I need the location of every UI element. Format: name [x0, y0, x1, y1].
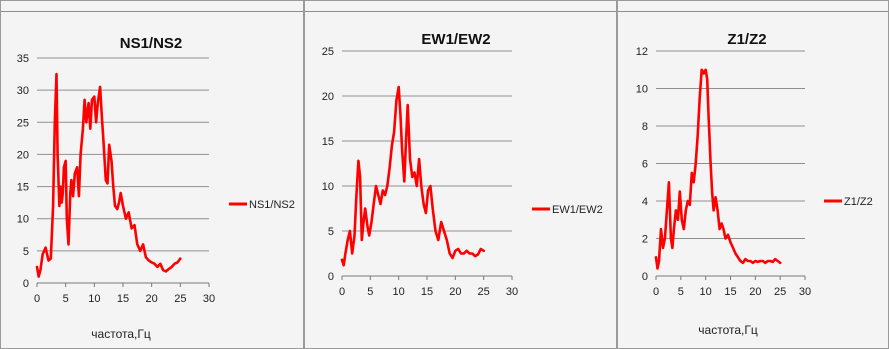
y-tick-label: 0	[23, 278, 29, 290]
x-tick-label: 5	[367, 286, 373, 298]
y-tick-label: 25	[322, 46, 334, 58]
x-tick-label: 30	[799, 286, 811, 298]
y-tick-label: 15	[322, 136, 334, 148]
x-tick-label: 30	[203, 293, 215, 305]
x-tick-label: 10	[88, 293, 100, 305]
y-tick-label: 4	[642, 196, 648, 208]
x-tick-label: 25	[774, 286, 786, 298]
x-tick-label: 25	[478, 286, 490, 298]
x-tick-label: 5	[63, 293, 69, 305]
x-tick-label: 15	[117, 293, 129, 305]
y-tick-label: 20	[322, 91, 334, 103]
x-tick-label: 20	[449, 286, 461, 298]
panel-top-strip	[1, 1, 303, 12]
x-tick-label: 30	[506, 286, 518, 298]
y-tick-label: 30	[17, 85, 29, 97]
chart-panel-z: 0 2 4 6 8 10 12 0 5 10 15 20 25 30 Z1/Z2 частота,Гц Z1/Z…	[617, 0, 889, 349]
x-tick-label: 0	[653, 286, 659, 298]
x-tick-label: 15	[421, 286, 433, 298]
x-tick-label: 15	[724, 286, 736, 298]
y-tick-label: 0	[642, 271, 648, 283]
y-tick-label: 0	[328, 271, 334, 283]
y-tick-label: 15	[17, 182, 29, 194]
x-tick-label: 10	[393, 286, 405, 298]
x-tick-label: 20	[146, 293, 158, 305]
y-tick-label: 6	[642, 159, 648, 171]
x-tick-label: 20	[749, 286, 761, 298]
y-tick-label: 25	[17, 117, 29, 129]
x-axis-label: частота,Гц	[698, 323, 758, 337]
legend-label: NS1/NS2	[249, 199, 295, 211]
y-tick-label: 10	[17, 214, 29, 226]
chart-ns-svg: 0 5 10 15 20 25 30 35 0 5 10 15 20 25 30 NS1/NS2 частота…	[17, 35, 295, 341]
legend-label: Z1/Z2	[844, 196, 873, 208]
chart-title: Z1/Z2	[727, 31, 766, 48]
chart-ew-svg: 0 5 10 15 20 25 0 5 10 15 20 25 30 EW1/EW2 EW1/EW2	[322, 31, 603, 298]
chart-panel-ew: 0 5 10 15 20 25 0 5 10 15 20 25 30 EW1/EW2 EW1/EW2	[304, 0, 617, 349]
panel-top-strip	[305, 1, 616, 12]
chart-panel-ns: 0 5 10 15 20 25 30 35 0 5 10 15 20 25 30 NS1/NS2 частота…	[0, 0, 304, 349]
x-tick-label: 5	[678, 286, 684, 298]
y-tick-label: 20	[17, 149, 29, 161]
x-tick-label: 10	[700, 286, 712, 298]
chart-z-svg: 0 2 4 6 8 10 12 0 5 10 15 20 25 30 Z1/Z2 частота,Гц Z1/Z…	[636, 31, 873, 337]
series-line	[340, 85, 485, 267]
y-tick-label: 5	[328, 226, 334, 238]
chart-title: EW1/EW2	[421, 31, 490, 48]
y-tick-label: 2	[642, 234, 648, 246]
x-axis-label: частота,Гц	[91, 327, 151, 341]
legend-label: EW1/EW2	[552, 204, 603, 216]
y-tick-label: 8	[642, 121, 648, 133]
series-line	[654, 68, 782, 270]
y-tick-label: 10	[636, 84, 648, 96]
x-tick-label: 0	[339, 286, 345, 298]
y-tick-label: 35	[17, 53, 29, 65]
panel-top-strip	[618, 1, 888, 12]
x-tick-label: 0	[34, 293, 40, 305]
y-tick-label: 10	[322, 181, 334, 193]
chart-title: NS1/NS2	[120, 35, 183, 52]
y-tick-label: 5	[23, 246, 29, 258]
series-line	[35, 72, 182, 278]
y-tick-label: 12	[636, 46, 648, 58]
x-tick-label: 25	[174, 293, 186, 305]
